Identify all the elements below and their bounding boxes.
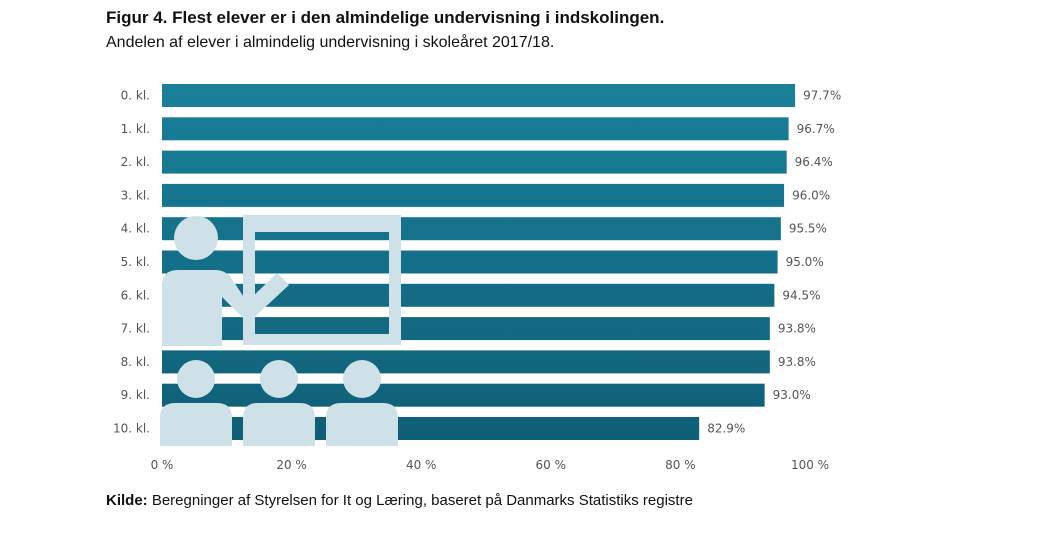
teacher-body-icon [162,270,289,346]
data-label-0: 97.7% [803,89,841,103]
data-label-1: 96.7% [797,122,835,136]
bars-group [162,84,796,440]
category-label-1: 1. kl. [121,122,150,136]
bar-1 [162,117,789,141]
category-label-5: 5. kl. [121,255,150,269]
x-tick-label-5: 100 % [791,458,829,472]
data-labels: 97.7% 96.7% 96.4% 96.0% 95.5% 95.0% 94.5% 93.8%… [707,89,841,436]
x-tick-label-0: 0 % [151,458,174,472]
bar-5 [162,250,778,274]
category-label-4: 4. kl. [121,222,150,236]
x-axis-ticks: 0 % 20 % 40 % 60 % 80 % 100 % [151,458,829,472]
data-label-4: 95.5% [789,222,827,236]
category-label-8: 8. kl. [121,355,150,369]
chart-title: Figur 4. Flest elever er i den almindeli… [106,8,665,27]
data-label-8: 93.8% [778,355,816,369]
data-label-6: 94.5% [782,288,820,302]
category-label-7: 7. kl. [121,322,150,336]
data-label-9: 93.0% [773,388,811,402]
source-note: Kilde: Beregninger af Styrelsen for It o… [106,492,693,509]
category-label-6: 6. kl. [121,288,150,302]
bar-10 [162,417,700,440]
bar-8 [162,350,770,374]
x-tick-label-2: 40 % [406,458,437,472]
source-label: Kilde: [106,492,148,509]
data-label-3: 96.0% [792,188,830,202]
category-label-0: 0. kl. [121,89,150,103]
student-head-icon [177,360,215,398]
category-label-9: 9. kl. [121,388,150,402]
student-head-icon [343,360,381,398]
category-labels: 0. kl. 1. kl. 2. kl. 3. kl. 4. kl. 5. kl. 6. k… [113,89,150,436]
whiteboard-icon [243,215,401,345]
bar-3 [162,183,785,207]
category-label-10: 10. kl. [113,422,150,436]
data-label-5: 95.0% [786,255,824,269]
classroom-pictogram [160,215,401,446]
bar-9 [162,383,765,407]
data-label-7: 93.8% [778,322,816,336]
student-body-icon [326,403,398,446]
x-tick-label-4: 80 % [665,458,696,472]
student-head-icon [260,360,298,398]
data-label-10: 82.9% [707,422,745,436]
category-label-2: 2. kl. [121,155,150,169]
x-tick-label-3: 60 % [536,458,567,472]
data-label-2: 96.4% [795,155,833,169]
category-label-3: 3. kl. [121,188,150,202]
student-body-icon [160,403,232,446]
bar-6 [162,283,775,307]
student-body-icon [243,403,315,446]
x-tick-label-1: 20 % [276,458,307,472]
teacher-head-icon [174,216,218,260]
chart-subtitle: Andelen af elever i almindelig undervisn… [106,34,555,51]
bar-2 [162,150,787,174]
source-text: Beregninger af Styrelsen for It og Lærin… [147,492,693,509]
bar-0 [162,84,796,107]
